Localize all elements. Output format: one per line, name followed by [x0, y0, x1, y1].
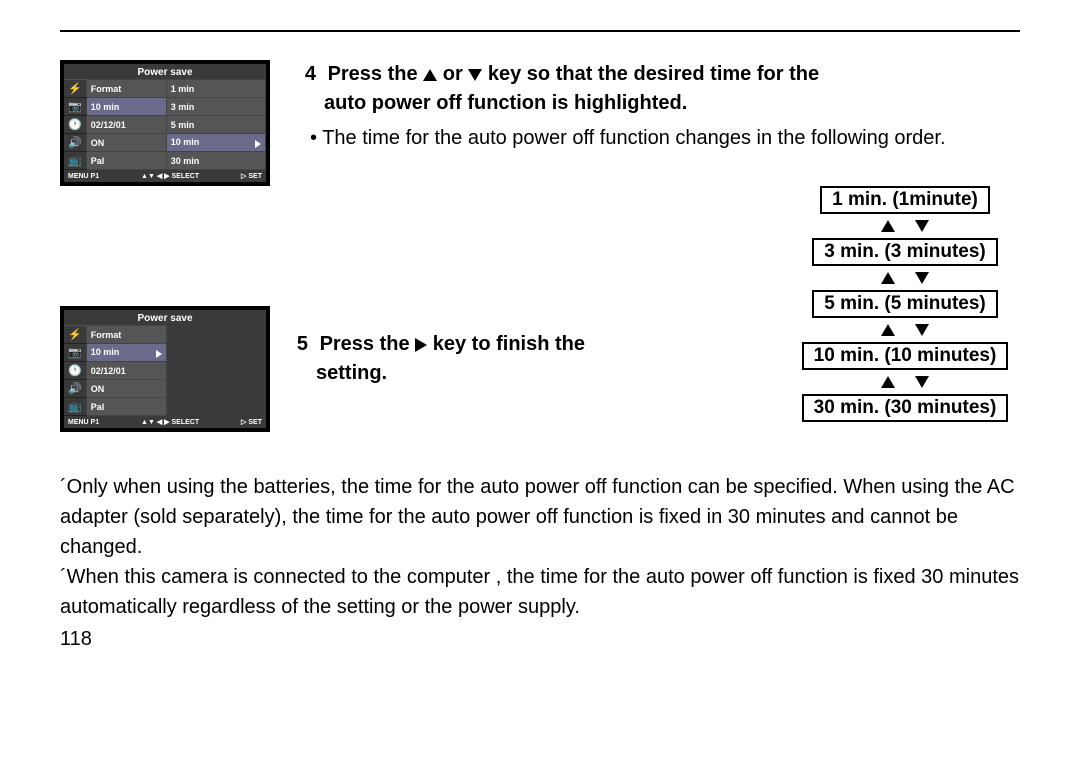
lcd1-value: 30 min	[166, 152, 265, 170]
lcd2-label: 10 min	[86, 344, 166, 362]
right-arrow-icon	[415, 338, 427, 352]
up-arrow-icon	[881, 272, 895, 284]
page-number: 118	[60, 628, 1020, 651]
updown-arrows	[881, 220, 929, 232]
lcd1-label: Pal	[86, 152, 166, 170]
step4-bullet: • The time for the auto power off functi…	[320, 124, 1020, 153]
time-options-list: 1 min. (1minute) 3 min. (3 minutes) 5 min.…	[790, 186, 1020, 422]
lcd2-label: 02/12/01	[86, 362, 166, 380]
down-arrow-icon	[915, 324, 929, 336]
time-option: 10 min. (10 minutes)	[802, 342, 1009, 370]
up-arrow-icon	[423, 69, 437, 81]
time-option: 3 min. (3 minutes)	[812, 238, 998, 266]
lcd-screenshot-2: Power save ⚡ Format 📷 10 min 🕐 02/12/01 🔊 ON 📺 Pa…	[60, 306, 270, 432]
flash-icon: ⚡	[68, 329, 82, 341]
updown-arrows	[881, 324, 929, 336]
top-rule	[60, 30, 1020, 32]
camera-icon: 📷	[68, 347, 82, 359]
lcd2-footer: MENU P1 ▲▼ ◀ ▶ SELECT ▷ SET	[64, 416, 266, 428]
time-option: 30 min. (30 minutes)	[802, 394, 1009, 422]
lcd2-label: ON	[86, 380, 166, 398]
clock-icon: 🕐	[68, 119, 82, 131]
lcd2-label: Pal	[86, 398, 166, 416]
down-arrow-icon	[468, 69, 482, 81]
flash-icon: ⚡	[68, 83, 82, 95]
lcd2-table: ⚡ Format 📷 10 min 🕐 02/12/01 🔊 ON 📺 Pal	[64, 325, 266, 416]
up-arrow-icon	[881, 376, 895, 388]
lcd1-value: 3 min	[166, 98, 265, 116]
sound-icon: 🔊	[68, 383, 82, 395]
time-option: 1 min. (1minute)	[820, 186, 990, 214]
down-arrow-icon	[915, 272, 929, 284]
lcd1-label: 02/12/01	[86, 116, 166, 134]
tv-icon: 📺	[68, 155, 82, 167]
body-paragraphs: ´Only when using the batteries, the time…	[60, 472, 1020, 622]
lcd2-title: Power save	[64, 310, 266, 325]
down-arrow-icon	[915, 220, 929, 232]
up-arrow-icon	[881, 324, 895, 336]
lcd2-label: Format	[86, 326, 166, 344]
lcd1-table: ⚡Format1 min📷10 min3 min🕐02/12/015 min🔊O…	[64, 79, 266, 170]
lcd1-label: Format	[86, 80, 166, 98]
lcd1-value: 10 min	[166, 134, 265, 152]
lcd1-title: Power save	[64, 64, 266, 79]
lcd1-label: 10 min	[86, 98, 166, 116]
lcd1-value: 5 min	[166, 116, 265, 134]
step4-number: 4	[298, 60, 316, 89]
camera-icon: 📷	[68, 101, 82, 113]
sound-icon: 🔊	[68, 137, 82, 149]
step5-number: 5	[290, 330, 308, 359]
lcd1-footer: MENU P1 ▲▼ ◀ ▶ SELECT ▷ SET	[64, 170, 266, 182]
step5-heading: 5 Press the key to finish the setting.	[290, 186, 766, 388]
step4-heading: 4 Press the or key so that the desired t…	[298, 60, 1020, 118]
updown-arrows	[881, 272, 929, 284]
up-arrow-icon	[881, 220, 895, 232]
tv-icon: 📺	[68, 401, 82, 413]
lcd1-value: 1 min	[166, 80, 265, 98]
updown-arrows	[881, 376, 929, 388]
down-arrow-icon	[915, 376, 929, 388]
time-option: 5 min. (5 minutes)	[812, 290, 998, 318]
lcd1-label: ON	[86, 134, 166, 152]
lcd-screenshot-1: Power save ⚡Format1 min📷10 min3 min🕐02/1…	[60, 60, 270, 186]
clock-icon: 🕐	[68, 365, 82, 377]
